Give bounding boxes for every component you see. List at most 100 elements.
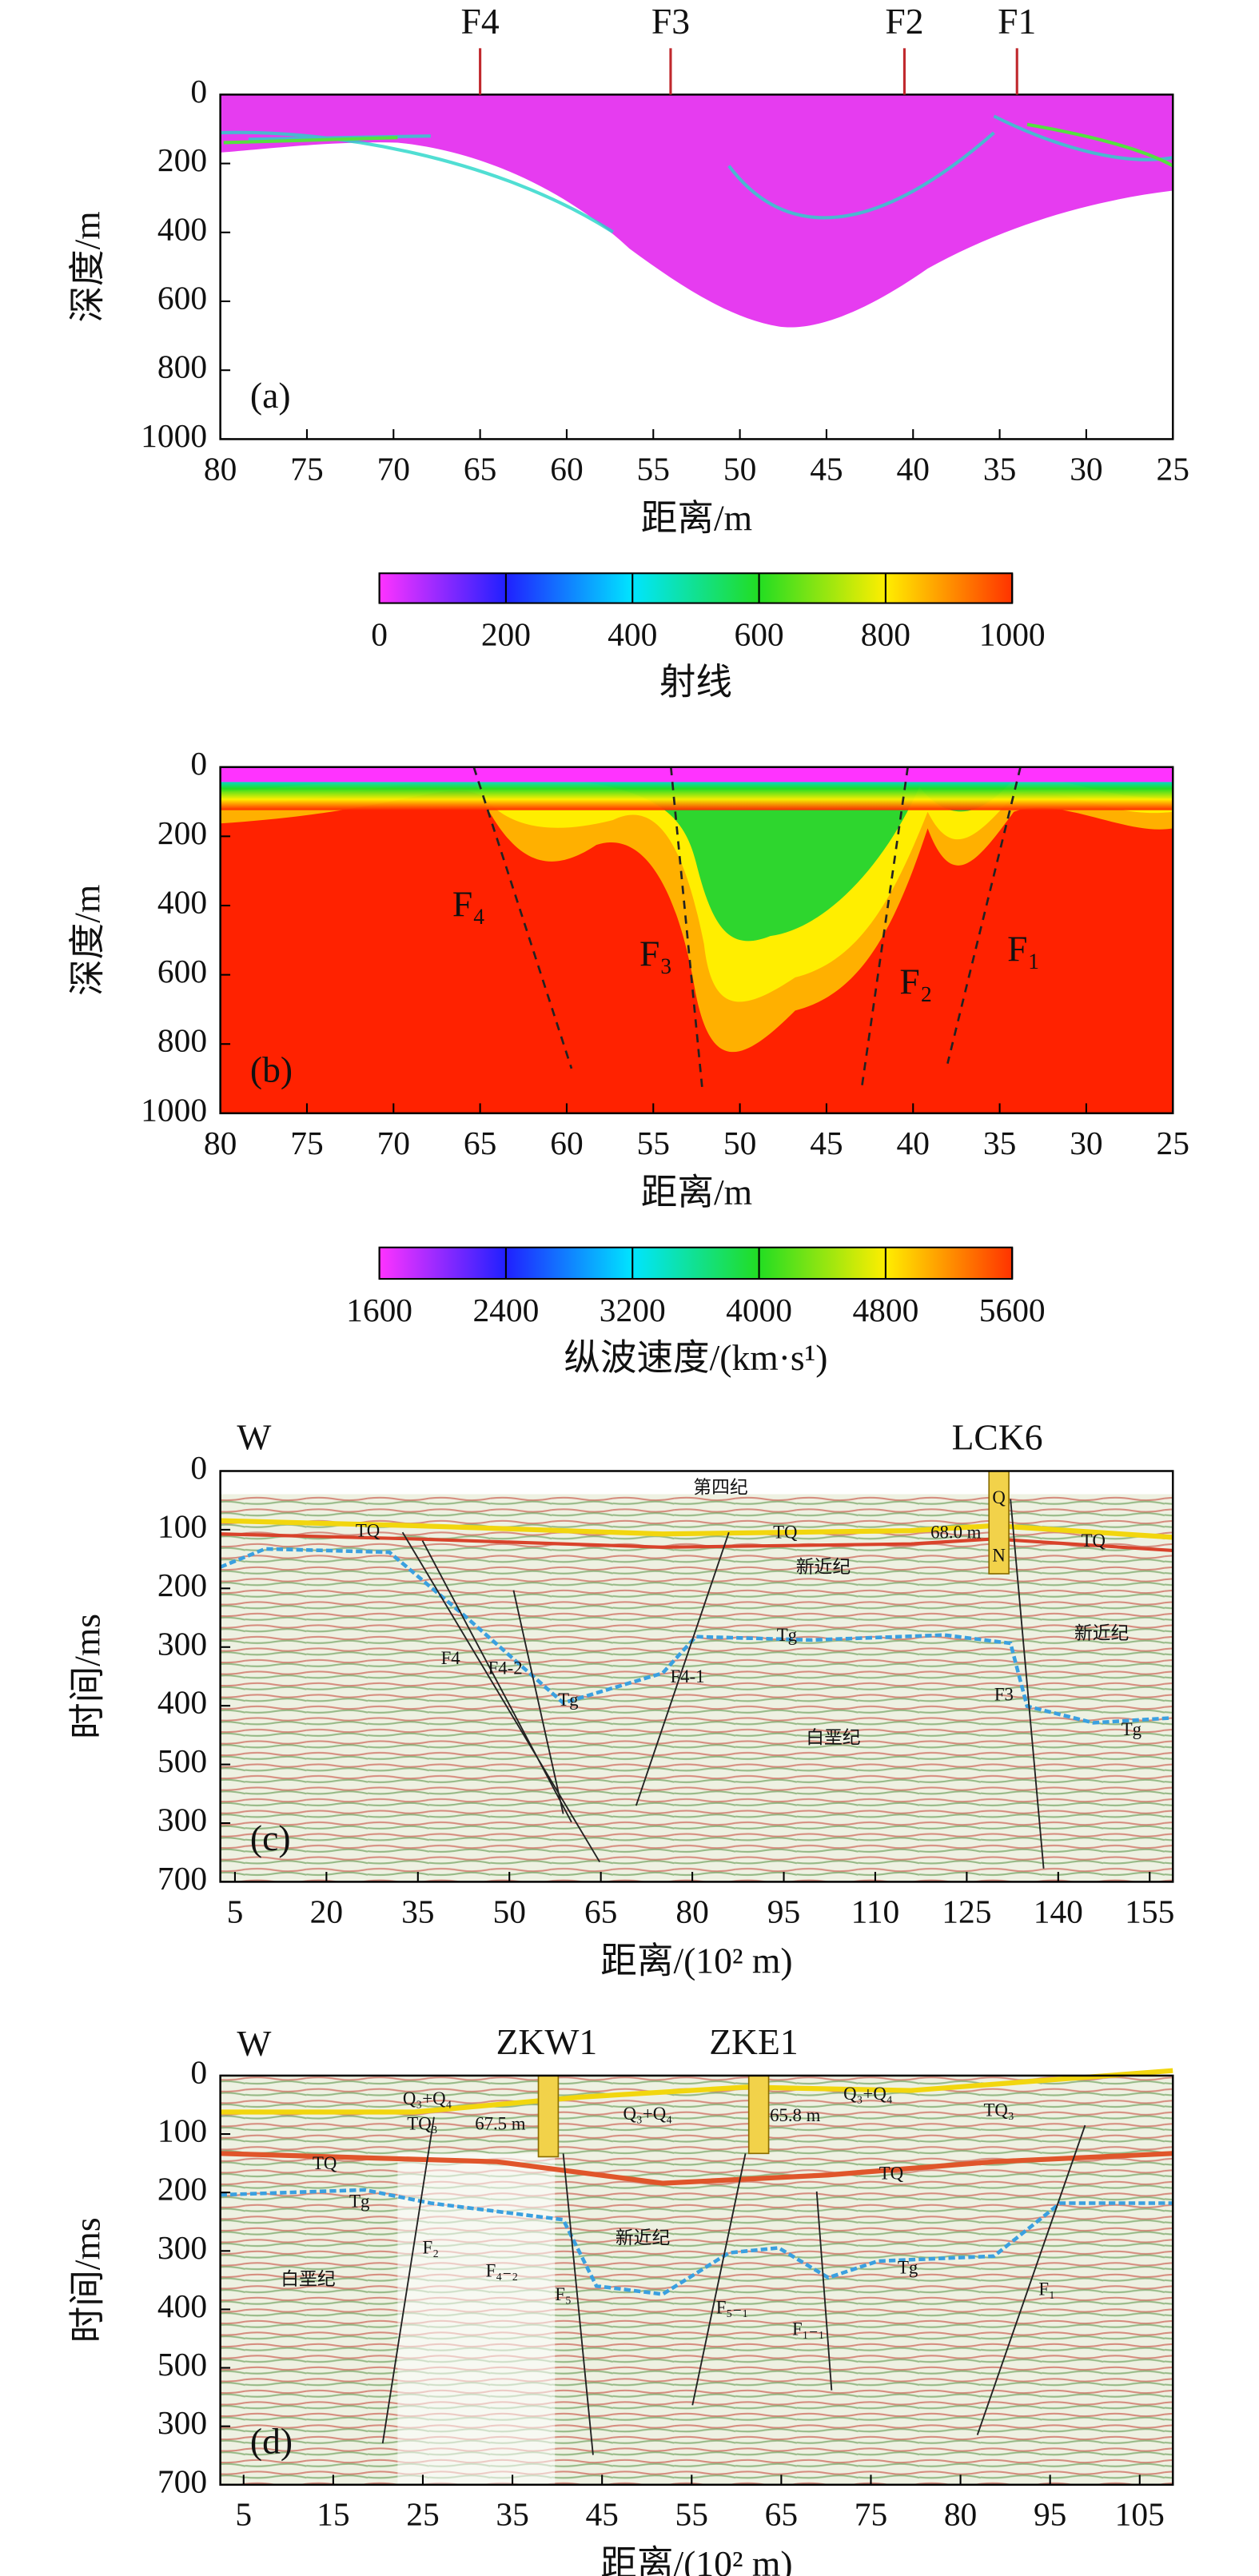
x-tick-label: 65 xyxy=(464,1125,496,1161)
fault-marker-label: F4 xyxy=(461,1,500,42)
velocity-image xyxy=(220,766,1173,1113)
header-label: W xyxy=(237,1417,271,1458)
annotation: F₅ xyxy=(555,2284,572,2304)
colorbar-tick-label: 600 xyxy=(734,616,783,653)
colorbar-tick-label: 4800 xyxy=(852,1292,918,1328)
y-tick-label: 1000 xyxy=(141,417,207,454)
y-tick-label: 700 xyxy=(157,1860,207,1897)
y-tick-label: 300 xyxy=(157,1802,207,1838)
x-tick-label: 40 xyxy=(897,450,930,487)
annotation: Q₃+Q₄ xyxy=(623,2104,672,2124)
x-tick-label: 5 xyxy=(235,2496,252,2533)
annotation: 67.5 m xyxy=(475,2113,526,2133)
colorbar xyxy=(378,1246,1014,1280)
x-tick-label: 75 xyxy=(855,2496,887,2533)
x-tick-label: 75 xyxy=(290,450,323,487)
colorbar-title: 射线 xyxy=(659,662,732,703)
x-tick-label: 35 xyxy=(983,450,1016,487)
annotation: F4-2 xyxy=(488,1658,523,1678)
x-tick-label: 80 xyxy=(204,1125,237,1161)
annotation: Q₃+Q₄ xyxy=(843,2084,893,2104)
x-axis-title: 距离/(10² m) xyxy=(600,2543,792,2576)
annotation: F4-1 xyxy=(671,1666,705,1686)
annotation: F₁₋₁ xyxy=(792,2319,825,2339)
y-tick-label: 300 xyxy=(157,1625,207,1662)
annotation: F3 xyxy=(994,1685,1014,1705)
x-tick-label: 65 xyxy=(464,450,496,487)
x-tick-label: 65 xyxy=(765,2496,798,2533)
annotation: 白垩纪 xyxy=(281,2269,335,2289)
y-tick-label: 1000 xyxy=(141,1091,207,1128)
x-tick-label: 15 xyxy=(317,2496,349,2533)
x-axis-title: 距离/m xyxy=(641,497,752,538)
annotation: 第四纪 xyxy=(693,1478,747,1498)
header-label: W xyxy=(237,2023,271,2064)
x-tick-label: 140 xyxy=(1034,1893,1083,1929)
x-tick-label: 80 xyxy=(675,1893,708,1929)
x-tick-label: 75 xyxy=(290,1125,323,1161)
colorbar xyxy=(378,572,1014,604)
annotation: Tg xyxy=(349,2192,369,2212)
annotation: F₄₋₂ xyxy=(486,2261,519,2281)
y-tick-label: 800 xyxy=(157,348,207,385)
annotation: TQ xyxy=(1082,1531,1106,1551)
plot-frame xyxy=(219,94,1174,440)
y-tick-label: 600 xyxy=(157,953,207,989)
panel-label: (d) xyxy=(250,2421,293,2462)
x-tick-label: 55 xyxy=(675,2496,708,2533)
fault-label: F₂ xyxy=(899,962,932,1002)
x-tick-label: 50 xyxy=(493,1893,526,1929)
annotation: 新近纪 xyxy=(616,2228,670,2248)
x-axis-title: 距离/m xyxy=(641,1172,752,1212)
annotation: F₁ xyxy=(1038,2279,1055,2299)
plot-frame xyxy=(219,766,1174,1115)
x-tick-label: 70 xyxy=(377,450,410,487)
y-tick-label: 400 xyxy=(157,210,207,247)
fault-marker-label: F1 xyxy=(998,1,1036,42)
x-tick-label: 155 xyxy=(1125,1893,1174,1929)
x-tick-label: 45 xyxy=(585,2496,618,2533)
annotation: F4 xyxy=(441,1648,461,1668)
y-tick-label: 100 xyxy=(157,1507,207,1544)
x-tick-label: 65 xyxy=(584,1893,617,1929)
y-tick-label: 500 xyxy=(157,1742,207,1779)
well-layer: Q xyxy=(992,1487,1006,1507)
annotation: Tg xyxy=(1122,1719,1141,1739)
fault-label: F₄ xyxy=(452,883,485,924)
y-axis-title: 深度/m xyxy=(66,885,107,996)
x-tick-label: 40 xyxy=(897,1125,930,1161)
x-tick-label: 70 xyxy=(377,1125,410,1161)
colorbar-tick-label: 1000 xyxy=(979,616,1046,653)
y-tick-label: 200 xyxy=(157,1567,207,1603)
seismic-image xyxy=(220,2068,1173,2485)
annotation: TQ xyxy=(356,1520,380,1540)
panel-label: (c) xyxy=(250,1818,291,1858)
x-tick-label: 30 xyxy=(1070,1125,1102,1161)
x-axis-title: 距离/(10² m) xyxy=(600,1941,792,1981)
x-tick-label: 110 xyxy=(851,1893,900,1929)
annotation: TQ xyxy=(879,2163,904,2183)
x-tick-label: 105 xyxy=(1115,2496,1165,2533)
y-tick-label: 100 xyxy=(157,2112,207,2149)
x-tick-label: 5 xyxy=(227,1893,244,1929)
y-tick-label: 300 xyxy=(157,2404,207,2441)
colorbar-tick-label: 400 xyxy=(608,616,657,653)
colorbar-tick-label: 200 xyxy=(481,616,531,653)
annotation: F₅₋₁ xyxy=(716,2297,749,2317)
colorbar-tick-label: 3200 xyxy=(600,1292,666,1328)
y-tick-label: 200 xyxy=(157,2171,207,2208)
colorbar-tick-label: 4000 xyxy=(726,1292,792,1328)
fault-label: F₃ xyxy=(639,934,672,974)
y-tick-label: 200 xyxy=(157,814,207,851)
annotation: 新近纪 xyxy=(1074,1623,1129,1643)
fault-marker-label: F3 xyxy=(651,1,690,42)
x-tick-label: 35 xyxy=(983,1125,1016,1161)
x-tick-label: 45 xyxy=(810,450,843,487)
annotation: Tg xyxy=(898,2258,918,2278)
annotation: 白垩纪 xyxy=(806,1727,860,1747)
x-tick-label: 25 xyxy=(406,2496,439,2533)
colorbar-tick-label: 2400 xyxy=(472,1292,539,1328)
fault-marker-label: F2 xyxy=(885,1,923,42)
colorbar-tick-label: 800 xyxy=(861,616,910,653)
